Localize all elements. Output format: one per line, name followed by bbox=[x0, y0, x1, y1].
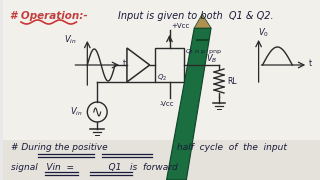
Text: signal   Vin  =            Q1   is  forward: signal Vin = Q1 is forward bbox=[11, 163, 178, 172]
Text: $Q_2$: $Q_2$ bbox=[156, 73, 167, 83]
Text: +Vcc: +Vcc bbox=[172, 23, 190, 29]
Text: t: t bbox=[123, 58, 126, 68]
Bar bbox=[3, 140, 320, 180]
Text: half  cycle  of  the  input: half cycle of the input bbox=[177, 143, 287, 152]
Text: Input is given to both  Q1 & Q2.: Input is given to both Q1 & Q2. bbox=[118, 11, 274, 21]
Text: $V_{in}$: $V_{in}$ bbox=[64, 34, 77, 46]
Text: # Operation:-: # Operation:- bbox=[10, 11, 88, 21]
Text: $Q_1$ n p  pnp: $Q_1$ n p pnp bbox=[185, 46, 223, 55]
Text: $V_0$: $V_0$ bbox=[258, 27, 269, 39]
Text: # During the positive: # During the positive bbox=[11, 143, 108, 152]
Polygon shape bbox=[194, 14, 211, 28]
Bar bbox=[155, 48, 184, 82]
Text: $V_{in}$: $V_{in}$ bbox=[70, 106, 83, 118]
Text: t: t bbox=[309, 58, 312, 68]
Text: $V_B$: $V_B$ bbox=[206, 53, 218, 65]
Polygon shape bbox=[166, 28, 211, 180]
Text: RL: RL bbox=[227, 76, 236, 86]
Text: -Vcc: -Vcc bbox=[160, 101, 174, 107]
